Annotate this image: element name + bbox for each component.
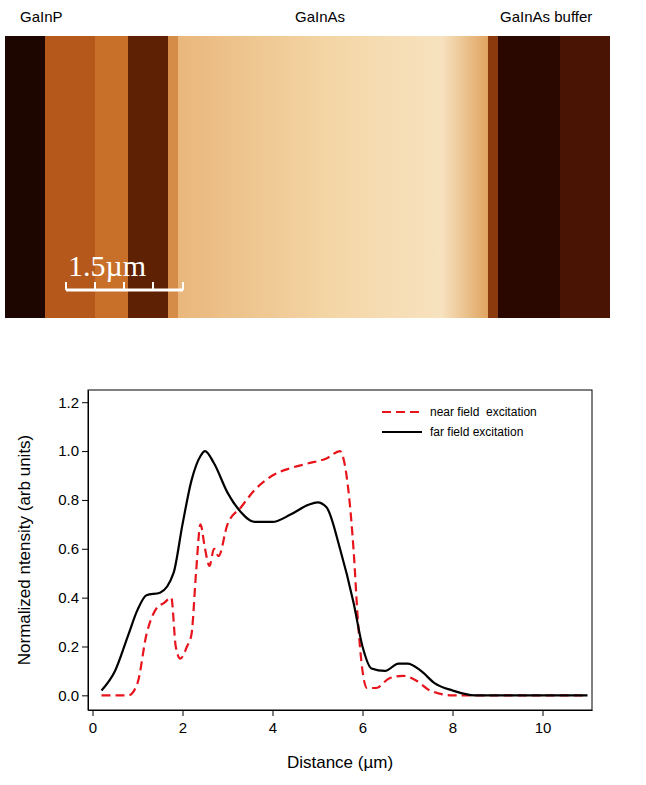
scale-bar-tick (152, 282, 154, 290)
y-tick: 0.6 (58, 540, 88, 557)
x-tick-label: 10 (535, 719, 552, 736)
region-label: GaInAs buffer (500, 8, 592, 25)
y-tick-mark (82, 402, 88, 403)
series-line (102, 451, 588, 695)
legend-label: near field excitation (430, 405, 537, 419)
y-tick-mark (82, 500, 88, 501)
region-label: GaInP (20, 8, 63, 25)
band (178, 36, 488, 318)
y-tick-label: 0.0 (58, 687, 79, 704)
band (498, 36, 560, 318)
series-line (102, 451, 588, 695)
region-label: GaInAs (295, 8, 345, 25)
plot-frame (88, 390, 592, 710)
y-tick-label: 0.2 (58, 638, 79, 655)
y-tick: 0.4 (58, 589, 88, 606)
x-tick-label: 6 (359, 719, 367, 736)
x-tick: 2 (179, 710, 187, 736)
x-axis: 0 2 4 6 8 10 (89, 710, 593, 736)
y-tick-mark (82, 598, 88, 599)
x-tick-mark (93, 710, 94, 716)
scale-bar-tick (65, 282, 67, 290)
band (5, 36, 45, 318)
y-axis-line (88, 391, 89, 711)
y-axis-title: Normalized ntensity (arb units) (15, 435, 34, 666)
y-tick-label: 0.4 (58, 589, 79, 606)
y-tick-label: 1.2 (58, 394, 79, 411)
x-tick-mark (453, 710, 454, 716)
x-tick-mark (273, 710, 274, 716)
x-tick-label: 2 (179, 719, 187, 736)
y-tick-mark (82, 646, 88, 647)
y-tick: 0.0 (58, 687, 88, 704)
legend: near field excitation far field excitatio… (382, 405, 537, 439)
y-tick: 0.2 (58, 638, 88, 655)
x-tick: 6 (359, 710, 367, 736)
figure: GaInPGaInAsGaInAs buffer1.5µm02468100.00… (0, 0, 646, 785)
scale-bar-tick (182, 282, 184, 290)
x-tick-label: 4 (269, 719, 277, 736)
x-tick: 8 (449, 710, 457, 736)
band (488, 36, 498, 318)
x-tick: 10 (535, 710, 552, 736)
y-tick-mark (82, 549, 88, 550)
x-tick-mark (183, 710, 184, 716)
legend-swatch (382, 431, 422, 433)
y-tick-label: 0.6 (58, 540, 79, 557)
legend-swatch (382, 411, 422, 413)
x-tick: 4 (269, 710, 277, 736)
scale-bar-tick (123, 282, 125, 290)
y-tick: 0.8 (58, 491, 88, 508)
scale-bar-label: 1.5µm (68, 249, 146, 282)
x-tick-label: 8 (449, 719, 457, 736)
y-tick-mark (82, 695, 88, 696)
lines (102, 451, 588, 695)
x-tick-mark (363, 710, 364, 716)
band (560, 36, 610, 318)
x-tick-mark (543, 710, 544, 716)
x-axis-title: Distance (µm) (287, 753, 393, 772)
x-tick-label: 0 (89, 719, 97, 736)
y-axis: 0.0 0.2 0.4 0.6 0.8 1.0 1.2 (58, 391, 88, 711)
y-tick: 1.0 (58, 442, 88, 459)
micrograph (5, 36, 610, 318)
scale-bar: 1.5µm (66, 249, 183, 290)
scale-bar-tick (94, 282, 96, 290)
band (168, 36, 178, 318)
x-axis-line (89, 710, 593, 711)
y-tick-label: 0.8 (58, 491, 79, 508)
y-tick-mark (82, 451, 88, 452)
legend-label: far field excitation (430, 425, 523, 439)
x-tick: 0 (89, 710, 97, 736)
y-tick: 1.2 (58, 394, 88, 411)
y-tick-label: 1.0 (58, 442, 79, 459)
